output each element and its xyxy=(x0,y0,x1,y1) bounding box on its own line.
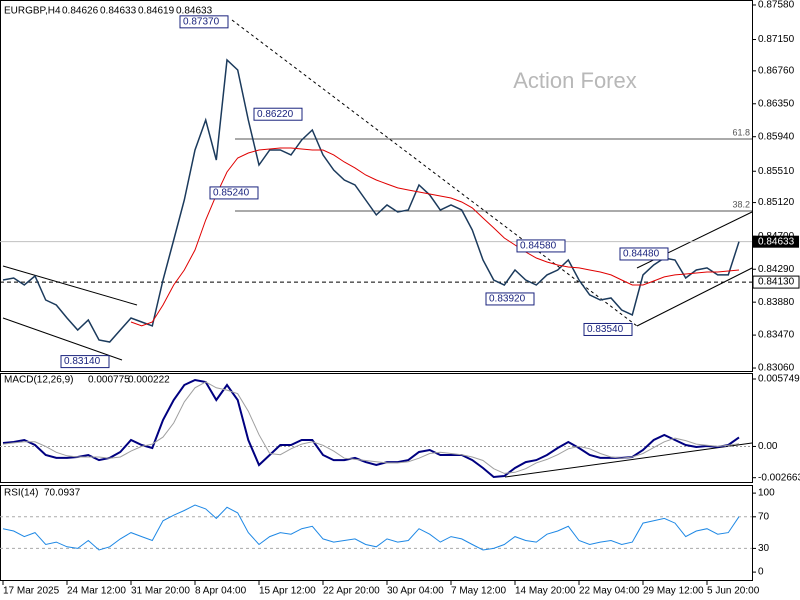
channel-line xyxy=(2,265,138,306)
price-label: 0.85240 xyxy=(213,188,250,199)
price-label-box xyxy=(179,15,229,29)
x-tick-label: 30 Apr 04:00 xyxy=(387,586,444,597)
y-tick-label: 0.005749 xyxy=(758,374,800,385)
ohlc-value: 0.84633 xyxy=(176,6,213,17)
macd-title: MACD(12,26,9) xyxy=(4,375,73,386)
price-label-box xyxy=(619,247,669,261)
y-tick-label: 0.86350 xyxy=(758,98,795,109)
x-tick-label: 22 May 04:00 xyxy=(579,586,640,597)
price-label-box xyxy=(516,239,566,253)
ohlc-value: 0.84633 xyxy=(100,6,137,17)
channel-line xyxy=(636,267,753,327)
support-box xyxy=(752,275,800,289)
fib-level: 61.8 xyxy=(732,127,750,137)
y-tick-label: 0.83880 xyxy=(758,297,795,308)
price-label: 0.84580 xyxy=(520,241,557,252)
y-tick-label: 0.84290 xyxy=(758,264,795,275)
channel-line xyxy=(2,317,123,361)
macd-value: 0.000775 xyxy=(88,375,130,386)
y-tick-label: 0.87150 xyxy=(758,34,795,45)
x-tick-label: 22 Apr 20:00 xyxy=(323,586,380,597)
macd-line xyxy=(2,378,740,479)
y-tick-label: 30 xyxy=(758,543,770,554)
y-tick-label: 0.86760 xyxy=(758,65,795,76)
y-tick-label: 0.83470 xyxy=(758,330,795,341)
price-label-box xyxy=(60,355,110,369)
y-tick-label: 0.85940 xyxy=(758,131,795,142)
price-label-box xyxy=(583,322,633,336)
rsi-panel xyxy=(0,485,753,581)
y-tick-label: -0.002663 xyxy=(758,472,800,483)
price-label-box xyxy=(253,107,303,121)
signal-line xyxy=(2,381,740,474)
trend-line xyxy=(231,19,638,327)
x-tick-label: 29 May 12:00 xyxy=(643,586,704,597)
x-tick-label: 24 Mar 12:00 xyxy=(67,586,126,597)
x-tick-label: 14 May 20:00 xyxy=(515,586,576,597)
y-tick-label: 0 xyxy=(758,567,764,578)
x-tick-label: 15 Apr 12:00 xyxy=(259,586,316,597)
x-tick-label: 17 Mar 2025 xyxy=(3,586,60,597)
rsi-value: 70.0937 xyxy=(44,488,81,499)
support-label: 0.84130 xyxy=(758,277,795,288)
price-label-box xyxy=(485,292,535,306)
x-tick-label: 31 Mar 20:00 xyxy=(131,586,190,597)
symbol-title: EURGBP,H4 xyxy=(4,6,61,17)
y-tick-label: 0.83060 xyxy=(758,363,795,374)
ohlc-value: 0.84626 xyxy=(62,6,99,17)
price-label: 0.84480 xyxy=(623,249,660,260)
y-tick-label: 100 xyxy=(758,488,775,499)
ohlc-value: 0.84619 xyxy=(138,6,175,17)
price-line xyxy=(2,58,740,343)
y-tick-label: 0.87580 xyxy=(758,0,795,11)
price-label: 0.83920 xyxy=(489,294,526,305)
watermark: Action Forex xyxy=(513,68,637,93)
x-tick-label: 7 May 12:00 xyxy=(451,586,506,597)
rsi-line xyxy=(2,504,740,551)
moving-average xyxy=(130,147,740,327)
y-tick-label: 70 xyxy=(758,511,770,522)
macd-trend-line xyxy=(504,442,753,478)
price-label: 0.83140 xyxy=(64,356,101,367)
price-label: 0.83540 xyxy=(587,324,624,335)
macd-panel xyxy=(0,373,753,483)
x-tick-label: 8 Apr 04:00 xyxy=(195,586,247,597)
y-tick-label: 0.00 xyxy=(758,441,778,452)
price-label: 0.87370 xyxy=(183,16,220,27)
fib-level: 38.2 xyxy=(732,199,750,209)
price-label: 0.86220 xyxy=(257,109,294,120)
x-tick-label: 5 Jun 20:00 xyxy=(707,586,760,597)
rsi-title: RSI(14) xyxy=(4,488,38,499)
last-price-box xyxy=(753,235,799,248)
y-tick-label: 0.85510 xyxy=(758,166,795,177)
price-label-box xyxy=(209,186,259,200)
main-panel xyxy=(0,0,753,372)
macd-signal-value: 0.000222 xyxy=(128,375,170,386)
last-price-label: 0.84633 xyxy=(758,236,795,247)
y-tick-label: 0.85120 xyxy=(758,197,795,208)
